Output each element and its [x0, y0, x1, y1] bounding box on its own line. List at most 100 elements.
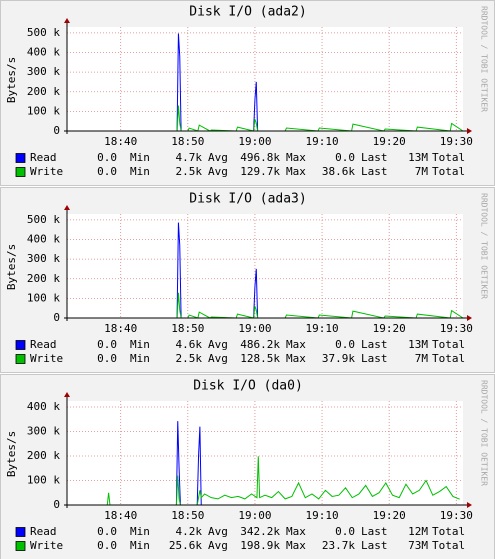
chart-title: Disk I/O (ada2)	[189, 5, 306, 20]
legend-stat-label: Min	[130, 338, 150, 351]
y-tick-label: 300 k	[27, 65, 60, 78]
legend-stat: 0.0	[335, 151, 355, 164]
legend-stat-label: Total	[432, 338, 465, 351]
legend-stat-label: Total	[432, 165, 465, 178]
x-tick-label: 18:40	[104, 509, 137, 522]
x-tick-label: 19:10	[305, 135, 338, 148]
x-tick-label: 19:00	[238, 135, 271, 148]
legend-stat-label: Last	[361, 338, 388, 351]
x-tick-label: 19:10	[305, 322, 338, 335]
legend-stat: 0.0	[97, 539, 117, 552]
legend-stat: 496.8k	[240, 151, 280, 164]
legend-stat: 2.5k	[176, 165, 203, 178]
y-tick-label: 300 k	[27, 252, 60, 265]
legend-stat: 7M	[415, 165, 429, 178]
x-tick-label: 19:20	[373, 509, 406, 522]
legend-stat-label: Avg	[208, 352, 228, 365]
y-tick-label: 500 k	[27, 26, 60, 39]
x-tick-label: 19:20	[373, 322, 406, 335]
y-tick-label: 0	[53, 498, 60, 511]
y-tick-label: 200 k	[27, 449, 60, 462]
plot-area	[67, 214, 463, 318]
y-axis-arrow	[64, 392, 70, 397]
y-tick-label: 500 k	[27, 213, 60, 226]
y-axis-label: Bytes/s	[5, 431, 18, 477]
series-line	[67, 456, 460, 506]
watermark: RRDTOOL / TOBI OETIKER	[480, 193, 489, 299]
legend-stat-label: Avg	[208, 539, 228, 552]
legend-stat: 0.0	[97, 165, 117, 178]
y-tick-label: 0	[53, 124, 60, 137]
panel: Disk I/O (da0) Bytes/s RRDTOOL / TOBI OETI…	[0, 374, 495, 559]
watermark: RRDTOOL / TOBI OETIKER	[480, 6, 489, 112]
legend-label: Write	[30, 352, 63, 365]
legend-stat: 4.7k	[176, 151, 203, 164]
y-tick-label: 200 k	[27, 272, 60, 285]
legend-stat-label: Avg	[208, 165, 228, 178]
x-tick-label: 18:50	[171, 322, 204, 335]
watermark: RRDTOOL / TOBI OETIKER	[480, 380, 489, 486]
y-axis-label: Bytes/s	[5, 57, 18, 103]
legend-swatch	[15, 340, 26, 350]
legend-stat: 129.7k	[240, 165, 280, 178]
legend-stat-label: Max	[286, 525, 306, 538]
legend-stat-label: Min	[130, 165, 150, 178]
legend-label: Read	[30, 338, 57, 351]
y-axis-arrow	[64, 18, 70, 23]
legend-swatch	[15, 153, 26, 163]
y-axis-arrow	[64, 205, 70, 210]
legend-swatch	[15, 167, 26, 177]
legend-stat-label: Total	[432, 525, 465, 538]
y-tick-label: 100 k	[27, 104, 60, 117]
legend-stat: 4.2k	[176, 525, 203, 538]
chart-title: Disk I/O (ada3)	[189, 192, 306, 207]
legend-stat: 25.6k	[169, 539, 202, 552]
legend-stat-label: Avg	[208, 151, 228, 164]
legend-stat: 0.0	[97, 338, 117, 351]
y-tick-label: 200 k	[27, 85, 60, 98]
legend-stat-label: Min	[130, 151, 150, 164]
x-tick-label: 18:50	[171, 135, 204, 148]
legend-stat: 23.7k	[322, 539, 355, 552]
legend-stat-label: Avg	[208, 338, 228, 351]
legend-stat: 13M	[408, 151, 428, 164]
y-tick-label: 400 k	[27, 46, 60, 59]
legend-stat-label: Min	[130, 539, 150, 552]
legend-stat: 37.9k	[322, 352, 355, 365]
legend-stat-label: Total	[432, 539, 465, 552]
legend-stat-label: Avg	[208, 525, 228, 538]
chart-title: Disk I/O (da0)	[193, 379, 303, 394]
y-tick-label: 100 k	[27, 291, 60, 304]
legend-stat-label: Last	[361, 525, 388, 538]
y-tick-label: 300 k	[27, 425, 60, 438]
legend-stat: 4.6k	[176, 338, 203, 351]
legend-stat: 0.0	[335, 338, 355, 351]
legend-stat-label: Last	[361, 151, 388, 164]
x-tick-label: 18:50	[171, 509, 204, 522]
legend-stat: 0.0	[97, 151, 117, 164]
legend-stat-label: Max	[286, 151, 306, 164]
legend-stat: 0.0	[335, 525, 355, 538]
legend-stat: 0.0	[97, 525, 117, 538]
legend-stat-label: Last	[361, 165, 388, 178]
panel: Disk I/O (ada2) Bytes/s RRDTOOL / TOBI OET…	[0, 0, 495, 186]
x-tick-label: 19:30	[440, 509, 473, 522]
x-tick-label: 19:00	[238, 322, 271, 335]
legend-label: Read	[30, 525, 57, 538]
legend-stat: 13M	[408, 338, 428, 351]
legend-stat-label: Last	[361, 352, 388, 365]
x-axis-arrow	[467, 128, 472, 134]
legend-stat-label: Min	[130, 352, 150, 365]
legend-stat: 73M	[408, 539, 428, 552]
legend-stat-label: Max	[286, 338, 306, 351]
legend-swatch	[15, 527, 26, 537]
x-tick-label: 18:40	[104, 135, 137, 148]
legend-stat-label: Max	[286, 165, 306, 178]
x-tick-label: 19:20	[373, 135, 406, 148]
legend-swatch	[15, 541, 26, 551]
plot-area	[67, 27, 463, 131]
x-tick-label: 19:00	[238, 509, 271, 522]
x-tick-label: 18:40	[104, 322, 137, 335]
panel: Disk I/O (ada3) Bytes/s RRDTOOL / TOBI OET…	[0, 187, 495, 373]
